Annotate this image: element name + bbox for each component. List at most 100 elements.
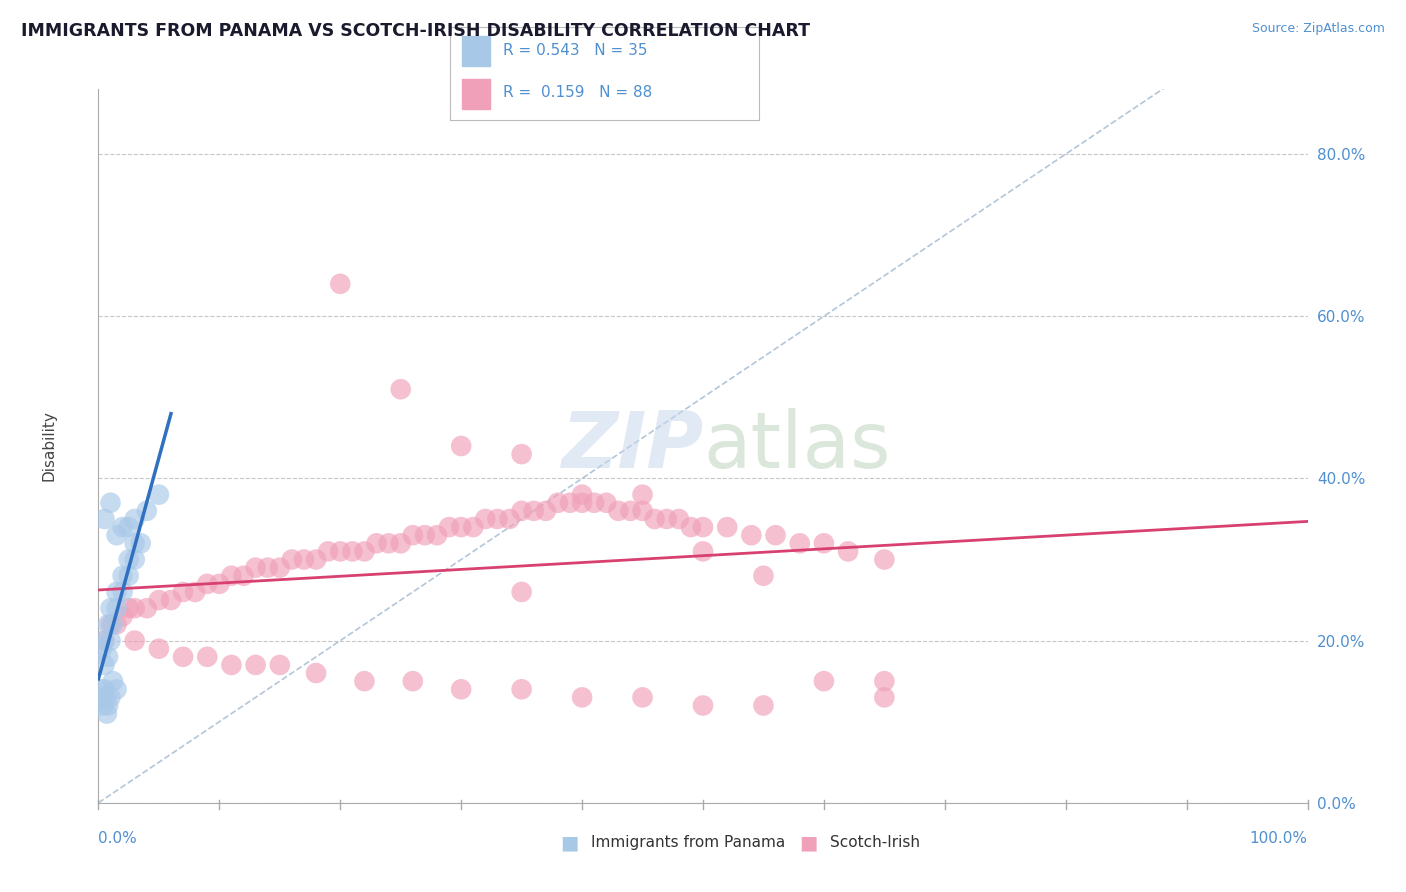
Text: 100.0%: 100.0% (1250, 831, 1308, 846)
Point (631, 504, 654, 518)
Text: ■: ■ (560, 833, 579, 853)
Point (93, 657, 115, 672)
Point (172, 649, 194, 664)
Point (208, 577, 231, 591)
Point (148, 641, 170, 656)
Point (91, 690, 114, 705)
Point (111, 585, 134, 599)
Point (668, 512, 690, 526)
Point (510, 682, 533, 697)
Point (118, 601, 141, 615)
Point (221, 568, 243, 582)
Point (93, 633, 115, 648)
Point (91, 698, 114, 713)
Point (105, 585, 128, 599)
Text: R =  0.159   N = 88: R = 0.159 N = 88 (502, 85, 652, 100)
Point (679, 520, 702, 534)
Point (111, 520, 134, 534)
Text: Source: ZipAtlas.com: Source: ZipAtlas.com (1251, 22, 1385, 36)
Point (752, 568, 775, 582)
Point (93, 512, 115, 526)
Point (716, 520, 738, 534)
Point (486, 512, 509, 526)
Point (329, 544, 352, 558)
Point (256, 560, 278, 574)
Point (100, 601, 122, 615)
Point (292, 552, 315, 566)
Point (269, 560, 291, 574)
Point (160, 593, 183, 607)
Point (426, 528, 449, 542)
Point (692, 544, 714, 558)
Text: Scotch-Irish: Scotch-Irish (830, 836, 920, 850)
Point (510, 504, 533, 518)
Point (789, 536, 811, 550)
Text: ■: ■ (799, 833, 818, 853)
Point (135, 504, 157, 518)
Point (269, 657, 291, 672)
Point (94, 690, 117, 705)
Point (534, 504, 557, 518)
Point (437, 520, 460, 534)
Point (583, 496, 606, 510)
Point (101, 674, 124, 689)
Point (765, 528, 787, 542)
Point (195, 649, 218, 664)
Point (655, 512, 678, 526)
Point (184, 585, 207, 599)
Point (510, 447, 533, 461)
Point (105, 528, 128, 542)
Point (305, 552, 328, 566)
Point (523, 504, 546, 518)
Point (740, 528, 762, 542)
Point (101, 617, 124, 632)
Point (631, 488, 654, 502)
Point (111, 609, 134, 624)
Text: Disability: Disability (41, 410, 56, 482)
Point (100, 690, 122, 705)
Point (450, 439, 472, 453)
Point (463, 520, 485, 534)
Point (402, 528, 425, 542)
Point (105, 682, 128, 697)
Point (692, 698, 714, 713)
Point (558, 496, 581, 510)
Point (221, 657, 243, 672)
Point (510, 585, 533, 599)
Point (389, 536, 412, 550)
Point (124, 552, 146, 566)
Point (353, 544, 375, 558)
Point (329, 277, 352, 291)
Text: atlas: atlas (703, 408, 890, 484)
Point (105, 617, 128, 632)
Point (353, 674, 375, 689)
Point (377, 536, 399, 550)
Point (245, 657, 267, 672)
Point (571, 496, 593, 510)
Point (124, 536, 146, 550)
Point (195, 577, 218, 591)
FancyBboxPatch shape (463, 79, 491, 109)
Point (474, 512, 496, 526)
Point (547, 496, 569, 510)
Point (366, 536, 388, 550)
Point (232, 568, 254, 582)
Point (813, 536, 835, 550)
Point (97, 617, 120, 632)
Point (100, 633, 122, 648)
Point (607, 504, 630, 518)
Text: Immigrants from Panama: Immigrants from Panama (591, 836, 785, 850)
Point (148, 593, 170, 607)
Point (813, 674, 835, 689)
Point (595, 496, 617, 510)
Point (402, 674, 425, 689)
Point (90, 682, 112, 697)
Point (644, 512, 666, 526)
Point (135, 601, 157, 615)
Point (692, 520, 714, 534)
Point (96, 706, 118, 721)
Point (281, 552, 304, 566)
Point (129, 536, 152, 550)
Point (413, 528, 436, 542)
Point (619, 504, 641, 518)
